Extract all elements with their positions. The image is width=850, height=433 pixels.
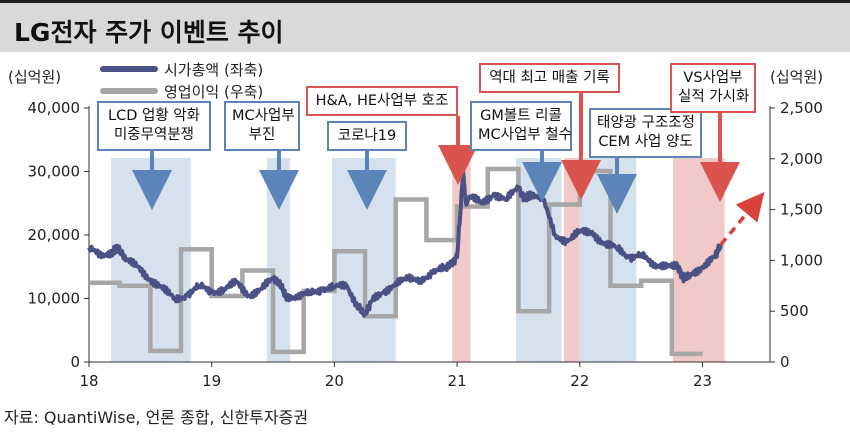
x-tick-label-1: 19 [202, 372, 221, 390]
callout-line-6-0: 태양광 구조조정 [597, 115, 695, 131]
callout-line-1-1: 부진 [248, 127, 276, 143]
callout-line-0-0: LCD 업황 악화 [108, 108, 200, 124]
legend-label-market-cap: 시가총액 (좌축) [164, 60, 264, 79]
callout-line-1-0: MC사업부 [232, 108, 295, 124]
right-tick-label-5: 2,500 [780, 99, 823, 117]
legend-swatch-market-cap [100, 66, 158, 72]
left-axis-unit: (십억원) [8, 68, 62, 86]
callout-box-4: GM볼트 리콜 MC사업부 철수 [470, 101, 572, 151]
legend-swatch-operating-profit [100, 88, 158, 94]
legend-item-market-cap: 시가총액 (좌축) [100, 58, 263, 80]
callout-line-5-0: 역대 최고 매출 기록 [489, 70, 610, 86]
vs-forecast-arrow [719, 191, 765, 246]
callout-box-6: 태양광 구조조정 CEM 사업 양도 [589, 108, 702, 158]
callout-line-6-1: CEM 사업 양도 [598, 134, 693, 150]
x-tick-label-2: 20 [325, 372, 344, 390]
legend: 시가총액 (좌축) 영업이익 (우축) [100, 58, 263, 102]
shaded-period-4 [516, 158, 562, 362]
shaded-period-5 [563, 158, 580, 362]
x-tick-label-3: 21 [448, 372, 467, 390]
callout-box-3: H&A, HE사업부 호조 [306, 86, 458, 116]
callout-line-2-0: 코로나19 [337, 128, 397, 144]
callout-line-4-0: GM볼트 리콜 [480, 108, 562, 124]
right-axis-unit: (십억원) [770, 68, 824, 86]
right-tick-label-4: 2,000 [780, 150, 823, 168]
series-market-cap-line [87, 169, 723, 318]
left-tick-label-3: 30,000 [28, 163, 81, 181]
left-tick-label-4: 40,000 [28, 99, 81, 117]
callout-line-7-1: 실적 가시화 [678, 89, 750, 105]
shaded-period-6 [579, 158, 637, 362]
callout-line-3-0: H&A, HE사업부 호조 [315, 93, 449, 109]
callout-line-0-1: 미중무역분쟁 [113, 127, 195, 143]
chart-title: LG전자 주가 이벤트 추이 [14, 18, 284, 47]
callout-line-4-1: MC사업부 철수 [478, 127, 572, 143]
callout-box-5: 역대 최고 매출 기록 [479, 63, 620, 93]
shaded-period-7 [673, 158, 725, 362]
right-tick-label-0: 0 [780, 353, 790, 371]
callout-line-7-0: VS사업부 [683, 70, 743, 86]
callout-box-2: 코로나19 [327, 121, 407, 151]
legend-label-operating-profit: 영업이익 (우축) [164, 82, 264, 101]
source-note: 자료: QuantiWise, 언론 종합, 신한투자증권 [4, 408, 309, 427]
left-tick-label-1: 10,000 [28, 290, 81, 308]
x-tick-label-0: 18 [79, 372, 98, 390]
right-tick-label-3: 1,500 [780, 201, 823, 219]
legend-item-operating-profit: 영업이익 (우축) [100, 80, 263, 102]
x-tick-label-5: 23 [693, 372, 712, 390]
right-tick-label-1: 500 [780, 302, 809, 320]
left-tick-label-0: 0 [70, 353, 80, 371]
right-tick-label-2: 1,000 [780, 251, 823, 269]
left-tick-label-2: 20,000 [28, 226, 81, 244]
title-bar: LG전자 주가 이벤트 추이 [0, 0, 850, 52]
x-tick-label-4: 22 [570, 372, 589, 390]
